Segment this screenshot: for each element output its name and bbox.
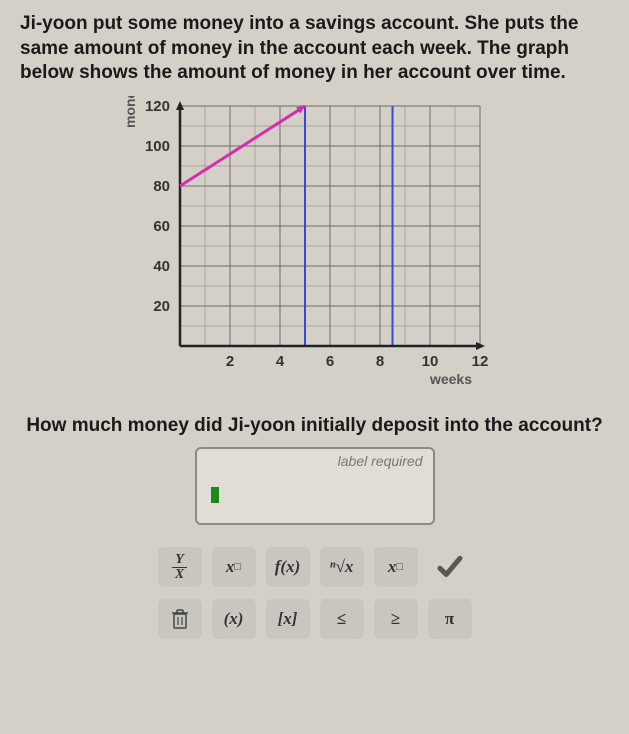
- svg-text:6: 6: [326, 353, 334, 370]
- nthroot-button[interactable]: ⁿ√x: [320, 547, 364, 587]
- trash-button[interactable]: [158, 599, 202, 639]
- svg-text:weeks: weeks: [429, 371, 472, 387]
- leq-button[interactable]: ≤: [320, 599, 364, 639]
- svg-text:2: 2: [226, 353, 234, 370]
- svg-text:20: 20: [153, 298, 170, 315]
- svg-text:60: 60: [153, 218, 170, 235]
- fraction-button[interactable]: Y X: [158, 547, 202, 587]
- svg-text:120: 120: [145, 98, 170, 115]
- svg-text:money: money: [122, 96, 138, 128]
- check-icon: [435, 552, 465, 582]
- subscript-button[interactable]: x□: [374, 547, 418, 587]
- toolbar-row-1: Y X x□ f(x) ⁿ√x x□: [20, 547, 609, 587]
- exponent-sup: □: [234, 561, 241, 573]
- function-button[interactable]: f(x): [266, 547, 310, 587]
- trash-icon: [170, 608, 190, 630]
- subscript-base: x: [388, 557, 397, 577]
- svg-text:100: 100: [145, 138, 170, 155]
- parens-button[interactable]: (x): [212, 599, 256, 639]
- chart: 2 4 6 8 10 12 20 40 60 80 100 120 weeks money: [120, 96, 609, 401]
- text-cursor-icon: [211, 487, 219, 503]
- fraction-den: X: [172, 568, 187, 582]
- problem-text: Ji-yoon put some money into a savings ac…: [20, 12, 609, 86]
- svg-text:8: 8: [376, 353, 384, 370]
- svg-text:10: 10: [422, 353, 439, 370]
- geq-button[interactable]: ≥: [374, 599, 418, 639]
- pi-button[interactable]: π: [428, 599, 472, 639]
- svg-text:4: 4: [276, 353, 285, 370]
- check-button[interactable]: [428, 547, 472, 587]
- fraction-num: Y: [172, 553, 187, 568]
- exponent-base: x: [226, 557, 235, 577]
- svg-text:40: 40: [153, 258, 170, 275]
- answer-input[interactable]: label required: [195, 447, 435, 525]
- subscript-sub: □: [396, 561, 403, 573]
- toolbar-row-2: (x) [x] ≤ ≥ π: [20, 599, 609, 639]
- svg-text:80: 80: [153, 178, 170, 195]
- question-text: How much money did Ji-yoon initially dep…: [20, 415, 609, 437]
- svg-text:12: 12: [472, 353, 489, 370]
- answer-hint: label required: [338, 453, 423, 469]
- exponent-button[interactable]: x□: [212, 547, 256, 587]
- brackets-button[interactable]: [x]: [266, 599, 310, 639]
